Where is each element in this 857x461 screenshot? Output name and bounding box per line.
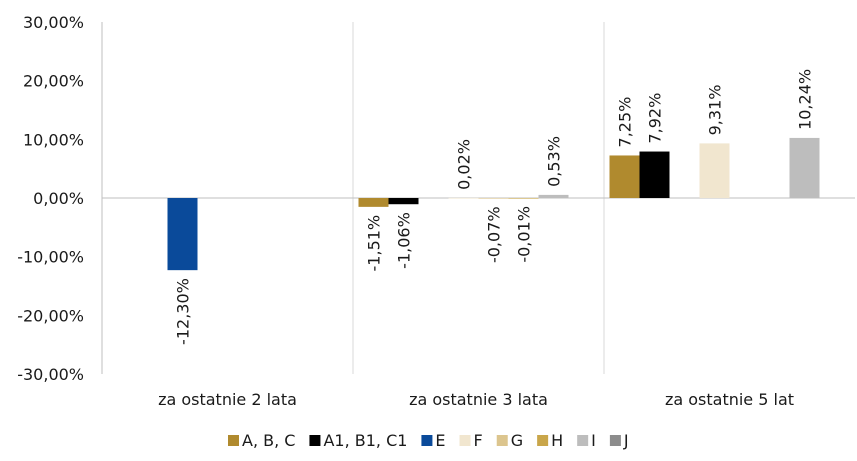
bar [639, 151, 670, 198]
legend-swatch [459, 435, 471, 446]
data-label: -0,01% [515, 206, 534, 263]
legend-swatch [496, 435, 508, 446]
legend-swatch [228, 435, 239, 446]
y-tick-label: -10,00% [17, 248, 84, 267]
legend-label: I [591, 431, 596, 450]
data-label: 7,25% [616, 97, 635, 148]
x-category-label: za ostatnie 2 lata [158, 390, 297, 409]
bar [789, 137, 820, 198]
y-tick-label: 30,00% [23, 13, 84, 32]
bar [699, 143, 730, 198]
bar [538, 194, 569, 198]
legend-label: G [511, 431, 523, 450]
y-tick-label: -20,00% [17, 306, 84, 325]
x-category-label: za ostatnie 3 lata [409, 390, 548, 409]
bar [478, 198, 509, 199]
legend-label: A1, B1, C1 [323, 431, 407, 450]
legend-swatch [421, 435, 433, 446]
data-label: -12,30% [174, 278, 193, 345]
bar [508, 198, 539, 199]
legend-label: J [623, 431, 629, 450]
bar [448, 197, 479, 199]
bar [167, 198, 198, 271]
y-tick-label: 10,00% [23, 130, 84, 149]
legend-label: A, B, C [242, 431, 295, 450]
data-label: 0,53% [545, 136, 564, 187]
data-label: 0,02% [455, 139, 474, 190]
data-label: -0,07% [485, 206, 504, 263]
legend-label: E [435, 431, 445, 450]
legend-label: H [551, 431, 563, 450]
bar [609, 155, 640, 198]
y-tick-label: 0,00% [33, 189, 84, 208]
data-label: -1,06% [395, 212, 414, 269]
y-tick-label: 20,00% [23, 72, 84, 91]
y-tick-label: -30,00% [17, 365, 84, 384]
legend-swatch [309, 435, 321, 446]
x-category-label: za ostatnie 5 lat [665, 390, 794, 409]
data-label: -1,51% [365, 215, 384, 272]
bar [388, 198, 419, 205]
legend-label: F [474, 431, 483, 450]
bar [358, 198, 389, 207]
data-label: 9,31% [706, 85, 725, 136]
legend-swatch [577, 435, 589, 446]
data-label: 7,92% [646, 93, 665, 144]
legend-swatch [609, 435, 621, 446]
legend-swatch [537, 435, 549, 446]
data-label: 10,24% [796, 69, 815, 130]
